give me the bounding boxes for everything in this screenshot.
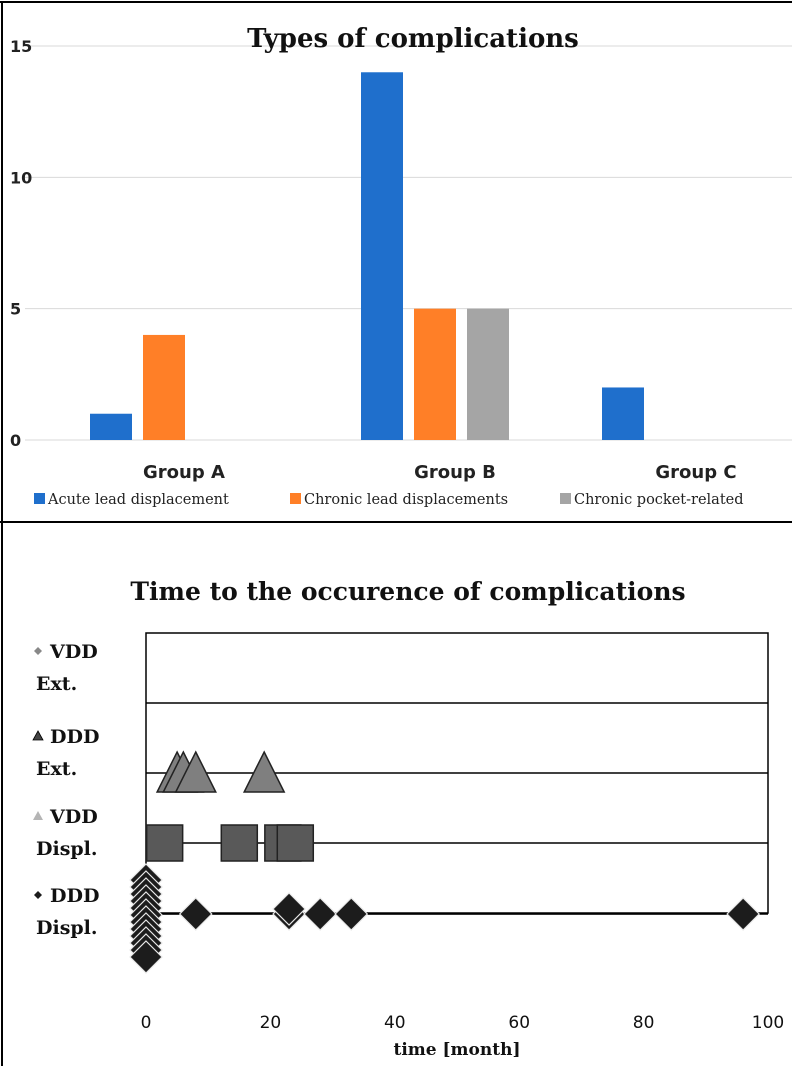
ddd-displ-point: [129, 940, 163, 974]
ddd-displ-point: [178, 897, 213, 931]
row-label-line2: Displ.: [36, 838, 98, 860]
row-label-line2: Ext.: [36, 673, 77, 695]
bar-legend: Acute lead displacement Chronic lead disp…: [34, 492, 744, 508]
bar-legend-label: Chronic lead displacements: [304, 492, 508, 508]
bar-y-tick-label: 15: [10, 37, 32, 56]
scatter-marks: [129, 750, 760, 974]
scatter-x-tick-label: 40: [384, 1013, 406, 1033]
bar-2-2: [414, 308, 456, 440]
row-legend-diamond-icon: [34, 891, 42, 899]
scatter-chart: Time to the occurence of complications V…: [32, 577, 785, 1060]
bar-legend-swatch: [560, 493, 571, 504]
ddd-ext-point: [174, 750, 217, 793]
bar-y-tick-label: 10: [10, 168, 32, 187]
scatter-x-tick-label: 0: [141, 1013, 152, 1033]
scatter-x-tick-labels: 0 20 40 60 80 100: [141, 1013, 785, 1033]
bar-category-label: Group C: [655, 462, 736, 483]
bar-category-labels: Group A Group B Group C: [143, 462, 737, 483]
bar-marks: [90, 72, 644, 441]
bar-chart-title: Types of complications: [247, 24, 579, 54]
bar-legend-label: Acute lead displacement: [47, 492, 229, 508]
bar-2-3: [467, 308, 509, 440]
bar-2-1: [361, 72, 403, 441]
bar-3-1: [602, 387, 644, 440]
row-label-line1: DDD: [50, 885, 99, 907]
bar-gridlines: [25, 45, 792, 441]
row-legend-triangle-icon: [32, 730, 44, 741]
row-label-line1: VDD: [49, 806, 98, 828]
ddd-displ-point: [726, 897, 760, 931]
bar-y-tick-label: 5: [10, 300, 21, 319]
row-legend-triangle-icon: [33, 811, 43, 820]
ddd-ext-point: [242, 750, 286, 793]
row-label-line1: VDD: [49, 641, 98, 663]
vdd-displ-point: [276, 824, 315, 862]
scatter-x-tick-label: 20: [260, 1013, 282, 1033]
ddd-displ-point: [303, 897, 338, 931]
scatter-row-lines: [146, 702, 768, 915]
vdd-displ-point: [145, 824, 184, 862]
row-legend-diamond-icon: [34, 647, 42, 655]
row-label-line2: Displ.: [36, 917, 98, 939]
vdd-displ-point: [220, 824, 259, 862]
scatter-chart-title: Time to the occurence of complications: [130, 577, 685, 606]
bar-legend-swatch: [34, 493, 45, 504]
bar-legend-swatch: [290, 493, 301, 504]
row-label-line2: Ext.: [36, 758, 77, 780]
scatter-x-tick-label: 60: [508, 1013, 530, 1033]
scatter-x-axis-label: time [month]: [393, 1040, 520, 1060]
row-label-line1: DDD: [50, 726, 99, 748]
bar-chart: 0 5 10 15 Group A Group B Group C Types of co…: [10, 24, 792, 508]
bar-legend-label: Chronic pocket-related: [574, 492, 744, 508]
scatter-row-labels: VDD Ext. DDD Ext. VDD Displ. DDD Displ.: [32, 641, 99, 939]
ddd-displ-point: [272, 892, 306, 926]
scatter-x-tick-label: 80: [633, 1013, 655, 1033]
bar-category-label: Group A: [143, 462, 225, 483]
bar-1-1: [90, 413, 132, 440]
ddd-displ-point: [334, 897, 369, 931]
scatter-x-tick-label: 100: [752, 1013, 784, 1033]
bar-category-label: Group B: [414, 462, 496, 483]
bar-y-tick-labels: 0 5 10 15: [10, 37, 32, 450]
bar-1-2: [143, 334, 185, 440]
bar-y-tick-label: 0: [10, 431, 21, 450]
